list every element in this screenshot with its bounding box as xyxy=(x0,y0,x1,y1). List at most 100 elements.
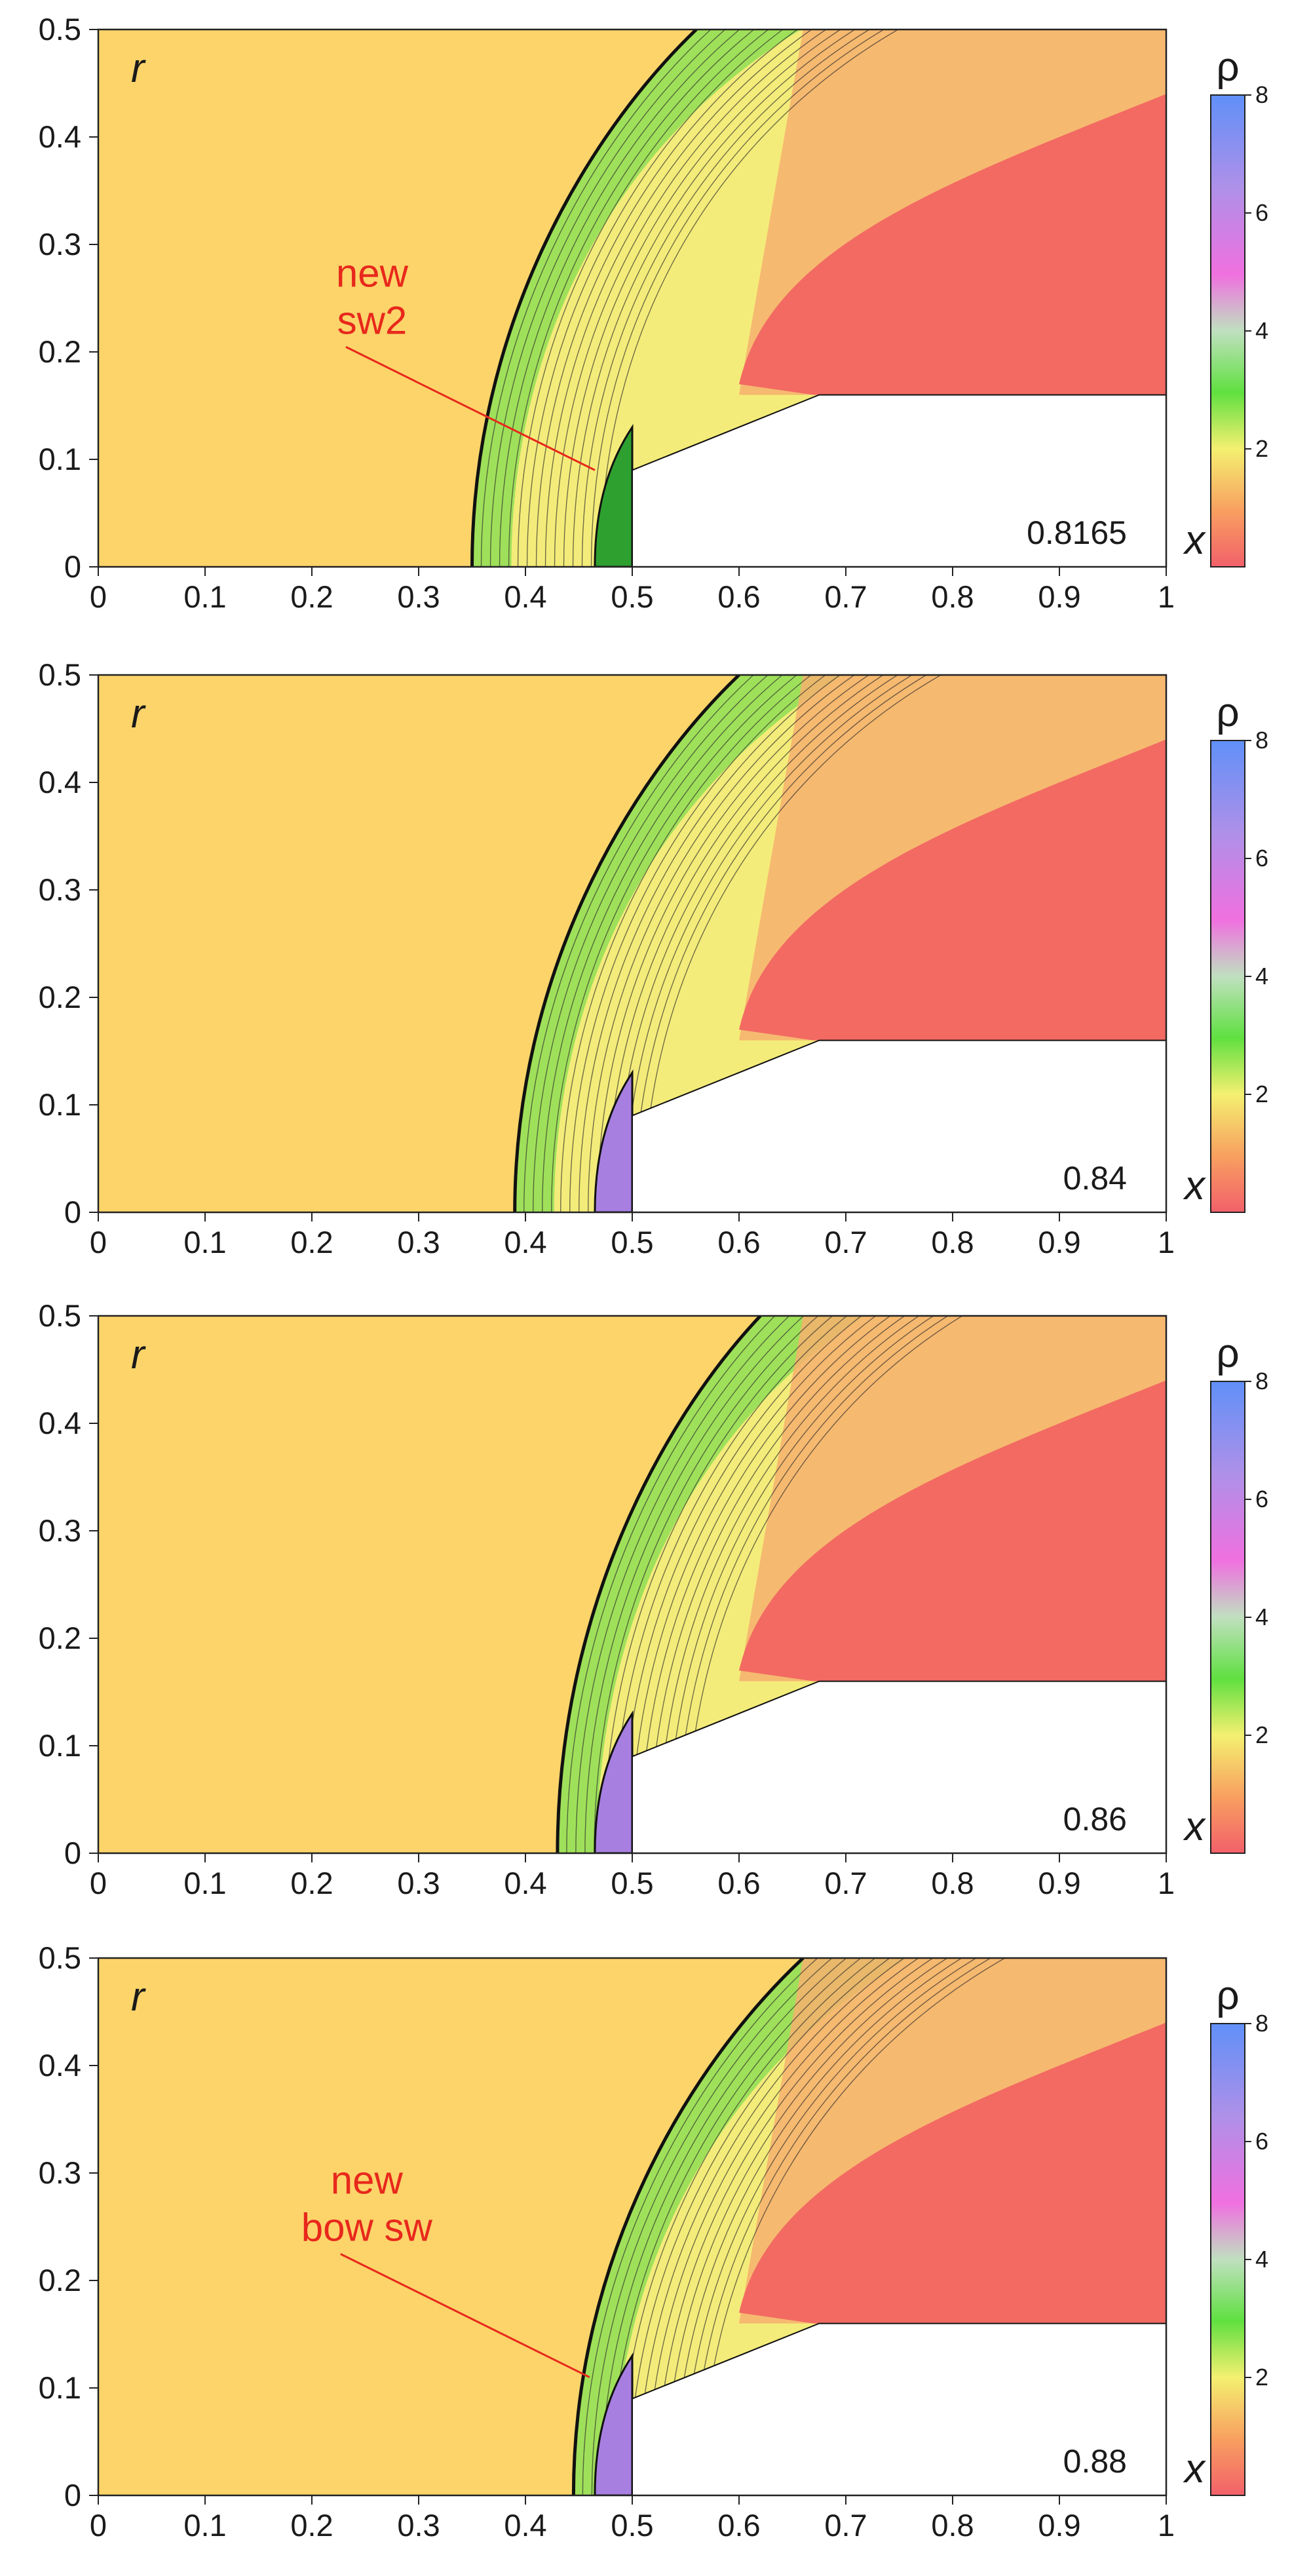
y-tick-label: 0.4 xyxy=(39,765,81,799)
annotation-pointer xyxy=(340,2253,590,2378)
y-tick-label: 0.4 xyxy=(39,2048,81,2083)
colorbar-tick-label: 2 xyxy=(1255,435,1268,462)
colorbar-tick-label: 4 xyxy=(1255,317,1268,344)
y-tick-label: 0.1 xyxy=(39,1087,81,1122)
panel-1: 0 0.1 0.2 0.3 0.4 0.5 0.6 0.7 0.8 0.9 1 0 0.1 0.2 0.3 0… xyxy=(39,12,1268,614)
y-tick-label: 0.4 xyxy=(39,1406,81,1440)
colorbar-tick-label: 6 xyxy=(1255,199,1268,226)
colorbar xyxy=(1210,1381,1245,1854)
contour-line xyxy=(563,29,841,567)
panel-4: 0 0.1 0.2 0.3 0.4 0.5 0.6 0.7 0.8 0.9 1 0 0.1 0.2 0.3 0… xyxy=(39,1940,1268,2543)
annotation-text: new xyxy=(336,251,409,295)
x-tick-label: 0.2 xyxy=(290,579,333,614)
y-axis-label: r xyxy=(131,1332,146,1377)
obstacle-body xyxy=(632,1680,1166,1853)
dense-layer xyxy=(594,2352,634,2495)
contour-line xyxy=(551,675,797,1212)
time-label: 0.86 xyxy=(1063,1801,1127,1837)
x-tick-label: 0.5 xyxy=(611,1866,653,1900)
y-tick-label: 0.4 xyxy=(39,119,81,154)
contour-line xyxy=(535,29,798,567)
contour-line xyxy=(554,29,827,567)
x-tick-label: 0.8 xyxy=(931,2508,974,2543)
colorbar-tick-label: 2 xyxy=(1255,1721,1268,1748)
dense-layer xyxy=(594,1069,634,1212)
low-density-cavity xyxy=(739,2022,1166,2324)
x-tick-label: 0.7 xyxy=(824,1225,867,1259)
contour-line xyxy=(584,1316,805,1853)
x-tick-label: 0.4 xyxy=(504,1866,546,1900)
plot-area xyxy=(98,29,1166,567)
x-tick-label: 0.1 xyxy=(183,1866,226,1900)
contour-line xyxy=(489,29,726,567)
y-tick-label: 0.5 xyxy=(39,12,81,47)
y-tick-label: 0.2 xyxy=(39,980,81,1014)
y-tick-label: 0 xyxy=(64,2478,81,2512)
x-tick-label: 0.9 xyxy=(1038,2508,1080,2543)
plot-area xyxy=(98,1958,1166,2495)
contour-line xyxy=(600,1958,847,2495)
contour-line xyxy=(499,29,740,567)
y-tick-label: 0.1 xyxy=(39,2370,81,2405)
colorbar-tick-label: 4 xyxy=(1255,1604,1268,1630)
low-density-cavity xyxy=(739,1380,1166,1682)
x-tick-label: 0.1 xyxy=(183,579,226,614)
colorbar-tick-label: 8 xyxy=(1255,1368,1268,1394)
colorbar-tick-label: 2 xyxy=(1255,2364,1268,2391)
bow-shock-front xyxy=(571,1958,805,2495)
colorbar-label: ρ xyxy=(1216,1973,1239,2018)
x-axis-label: x xyxy=(1183,1804,1206,1849)
colorbar-label: ρ xyxy=(1216,45,1239,90)
annotation-text: sw2 xyxy=(337,298,408,342)
colorbar-label: ρ xyxy=(1216,690,1239,735)
panel-2: 0 0.1 0.2 0.3 0.4 0.5 0.6 0.7 0.8 0.9 1 0 0.1 0.2 0.3 0… xyxy=(39,657,1268,1259)
y-tick-label: 0.5 xyxy=(39,1940,81,1975)
x-tick-label: 0.7 xyxy=(824,1866,867,1900)
obstacle-body xyxy=(632,2322,1166,2495)
x-tick-label: 0.5 xyxy=(611,1225,653,1259)
x-tick-label: 0.4 xyxy=(504,1225,546,1259)
contour-line xyxy=(533,675,769,1212)
contour-line xyxy=(603,1316,833,1853)
panel-3: 0 0.1 0.2 0.3 0.4 0.5 0.6 0.7 0.8 0.9 1 0 0.1 0.2 0.3 0… xyxy=(39,1298,1268,1900)
y-tick-label: 0.5 xyxy=(39,657,81,692)
contour-line xyxy=(526,29,784,567)
x-tick-label: 0.5 xyxy=(611,579,653,614)
colorbar xyxy=(1210,2023,1245,2496)
colorbar-tick-label: 4 xyxy=(1255,2246,1268,2273)
x-tick-label: 0.2 xyxy=(290,1225,333,1259)
x-tick-label: 0.6 xyxy=(717,2508,760,2543)
y-axis-label: r xyxy=(131,46,146,91)
x-tick-label: 1 xyxy=(1158,1866,1175,1900)
x-tick-label: 0.4 xyxy=(504,579,546,614)
plot-area xyxy=(98,675,1166,1212)
bow-shock-front xyxy=(513,675,740,1212)
colorbar xyxy=(1210,740,1245,1213)
y-tick-label: 0.3 xyxy=(39,1513,81,1548)
x-tick-label: 0 xyxy=(90,1866,107,1900)
low-density-cavity xyxy=(739,94,1166,395)
contour-line xyxy=(582,1958,818,2495)
colorbar-tick-label: 6 xyxy=(1255,1486,1268,1512)
x-tick-label: 0.3 xyxy=(397,2508,440,2543)
x-tick-label: 0.9 xyxy=(1038,1225,1080,1259)
contour-line xyxy=(542,675,783,1212)
x-tick-label: 0.4 xyxy=(504,2508,546,2543)
low-density-cavity xyxy=(739,739,1166,1041)
contour-line xyxy=(594,1316,819,1853)
x-tick-label: 0.3 xyxy=(397,1225,440,1259)
contour-line xyxy=(480,29,712,567)
x-tick-label: 1 xyxy=(1158,579,1175,614)
y-tick-label: 0 xyxy=(64,1836,81,1870)
x-tick-label: 0.5 xyxy=(611,2508,653,2543)
x-tick-label: 0.9 xyxy=(1038,579,1080,614)
x-tick-label: 0.8 xyxy=(931,1225,974,1259)
x-tick-label: 0.6 xyxy=(717,579,760,614)
x-tick-label: 0.8 xyxy=(931,1866,974,1900)
colorbar-tick-label: 8 xyxy=(1255,2010,1268,2037)
contour-line xyxy=(517,29,769,567)
annotation-text: new xyxy=(331,2159,404,2202)
dense-layer xyxy=(594,1710,634,1853)
contour-line xyxy=(572,29,856,567)
contour-line xyxy=(579,675,841,1212)
